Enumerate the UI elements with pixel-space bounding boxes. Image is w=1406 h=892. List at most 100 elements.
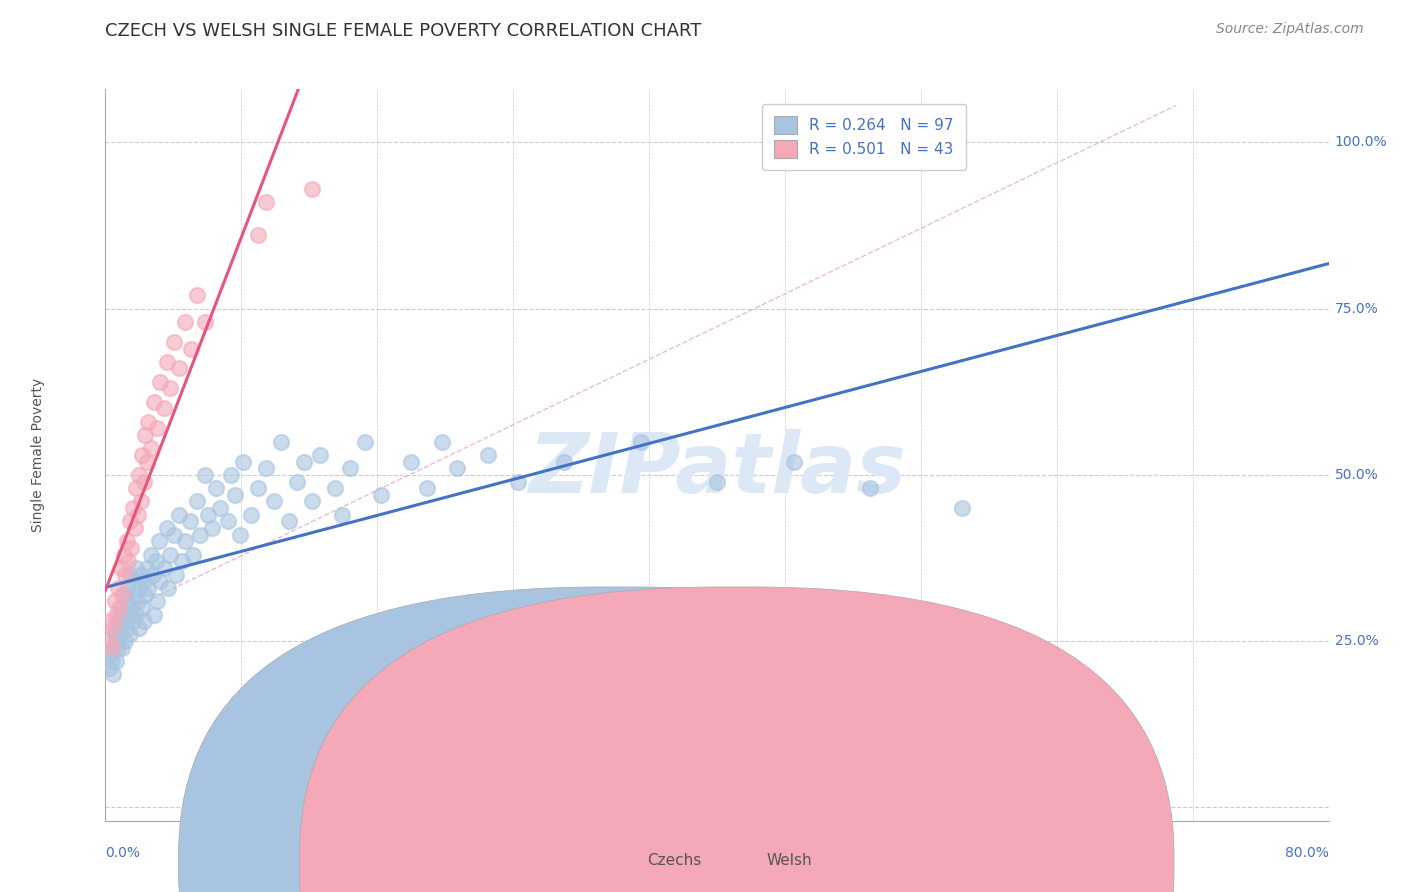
Point xyxy=(430,434,453,449)
Point xyxy=(105,654,128,668)
Point xyxy=(165,567,187,582)
Point xyxy=(117,554,139,568)
Text: 75.0%: 75.0% xyxy=(1334,301,1378,316)
Point xyxy=(129,494,152,508)
Point xyxy=(120,600,142,615)
Point xyxy=(118,567,141,582)
Point xyxy=(115,594,138,608)
Point xyxy=(101,640,124,655)
Text: Source: ZipAtlas.com: Source: ZipAtlas.com xyxy=(1216,22,1364,37)
Point xyxy=(146,421,169,435)
Point xyxy=(112,548,135,562)
Point xyxy=(229,527,252,541)
Point xyxy=(163,334,186,349)
Point xyxy=(194,467,217,482)
Point xyxy=(131,448,153,462)
Point xyxy=(163,527,186,541)
Point xyxy=(146,594,169,608)
Point xyxy=(104,594,127,608)
Point xyxy=(247,228,270,243)
Text: Single Female Poverty: Single Female Poverty xyxy=(31,378,45,532)
Point xyxy=(136,415,159,429)
Point xyxy=(97,661,120,675)
Point xyxy=(782,454,804,468)
Point xyxy=(108,600,131,615)
Point xyxy=(104,627,127,641)
Point xyxy=(170,554,193,568)
Point xyxy=(129,567,152,582)
Point xyxy=(148,534,170,549)
Point xyxy=(128,581,150,595)
Point xyxy=(117,607,139,622)
Point xyxy=(118,627,141,641)
Point xyxy=(209,501,232,516)
Text: 0.0%: 0.0% xyxy=(105,847,141,860)
Point xyxy=(201,521,224,535)
Point xyxy=(152,401,174,416)
Point xyxy=(101,667,124,681)
Point xyxy=(167,361,190,376)
Point xyxy=(323,481,346,495)
Point xyxy=(859,481,882,495)
Point xyxy=(110,600,132,615)
Point xyxy=(339,461,361,475)
Point xyxy=(127,508,149,522)
Point xyxy=(155,355,177,369)
Point xyxy=(115,621,138,635)
Point xyxy=(277,515,299,529)
Point xyxy=(127,594,149,608)
Point xyxy=(114,614,136,628)
Point xyxy=(125,561,148,575)
Point xyxy=(114,634,136,648)
Point xyxy=(553,454,575,468)
Point xyxy=(110,627,132,641)
Point xyxy=(181,548,204,562)
Point xyxy=(134,428,156,442)
Point xyxy=(117,581,139,595)
Point xyxy=(224,488,246,502)
Point xyxy=(110,561,132,575)
Point xyxy=(112,588,135,602)
Point xyxy=(107,640,129,655)
Point xyxy=(108,621,131,635)
Point xyxy=(194,315,217,329)
Text: 80.0%: 80.0% xyxy=(1285,847,1329,860)
Point xyxy=(157,581,180,595)
Point xyxy=(128,467,150,482)
Point xyxy=(98,648,121,662)
Point xyxy=(98,614,121,628)
Point xyxy=(179,515,201,529)
Point xyxy=(174,315,197,329)
Point xyxy=(111,640,134,655)
Point xyxy=(232,454,254,468)
Point xyxy=(149,574,172,589)
Point xyxy=(135,561,157,575)
Point xyxy=(292,454,315,468)
Point xyxy=(254,195,277,210)
Text: Czechs: Czechs xyxy=(647,854,702,868)
Point xyxy=(143,394,166,409)
Point xyxy=(950,501,973,516)
Point xyxy=(124,521,146,535)
Point xyxy=(100,654,122,668)
Point xyxy=(308,448,330,462)
Point xyxy=(124,588,146,602)
Point xyxy=(132,574,155,589)
Point xyxy=(134,588,156,602)
Point xyxy=(135,454,157,468)
Point xyxy=(122,501,145,516)
Text: CZECH VS WELSH SINGLE FEMALE POVERTY CORRELATION CHART: CZECH VS WELSH SINGLE FEMALE POVERTY COR… xyxy=(105,22,702,40)
Point xyxy=(145,554,167,568)
Point xyxy=(122,574,145,589)
Point xyxy=(115,534,138,549)
Point xyxy=(219,467,242,482)
Point xyxy=(167,508,190,522)
Point xyxy=(131,600,153,615)
Point xyxy=(136,581,159,595)
Point xyxy=(97,634,120,648)
Point xyxy=(247,481,270,495)
Point xyxy=(149,375,172,389)
Point xyxy=(118,515,141,529)
Point xyxy=(101,621,124,635)
Point xyxy=(125,607,148,622)
